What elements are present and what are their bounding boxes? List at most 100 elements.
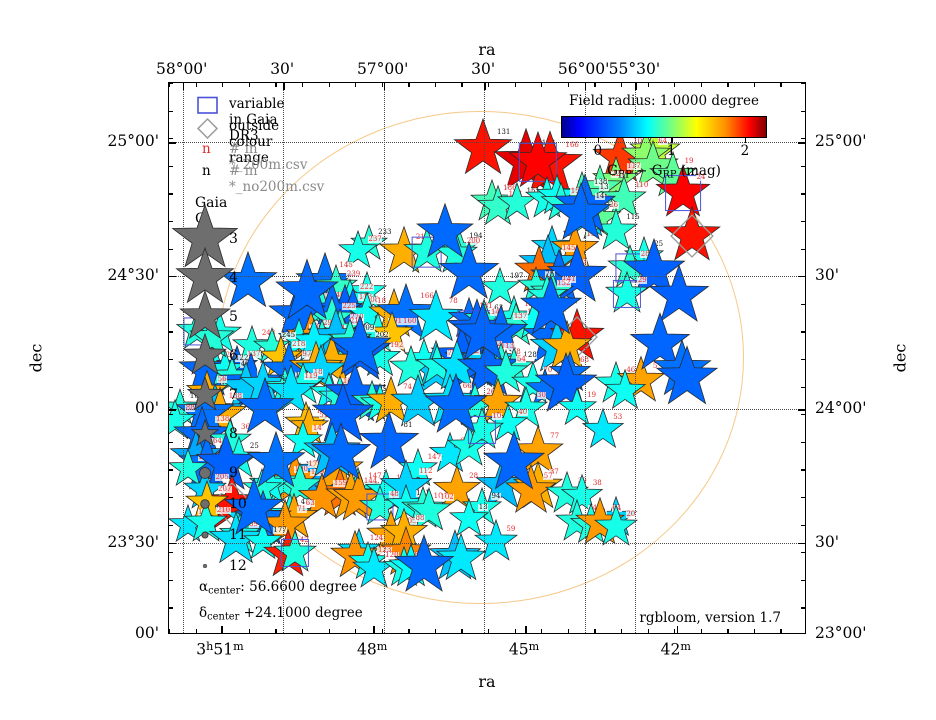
legend-outside-swatch <box>195 117 221 143</box>
axis-tick <box>169 414 173 416</box>
star-index-label: 53 <box>612 412 623 421</box>
star-index-label: 63 <box>305 499 316 508</box>
axis-tick <box>647 629 649 633</box>
axis-tick <box>461 629 463 633</box>
axis-tick <box>801 138 805 140</box>
axis-tick <box>169 386 173 388</box>
axis-tick <box>169 110 173 112</box>
axis-tick <box>801 110 805 112</box>
star-index-label: 66 <box>462 381 473 390</box>
axis-title-ra-top: ra <box>478 40 496 59</box>
plot-area: 1311881661068664191172272413811018618315… <box>168 82 806 634</box>
axis-tick <box>801 83 805 85</box>
star-index-label: 218 <box>291 340 306 349</box>
star-index-label: 25 <box>249 442 260 451</box>
gridline-vertical <box>283 83 285 633</box>
size-legend-title: Gaia G <box>195 195 228 227</box>
delta-symbol: δ <box>199 604 208 621</box>
colorbar-label-gbp: G <box>607 163 618 179</box>
axis-tick <box>301 83 304 87</box>
axis-tick <box>248 83 251 87</box>
star-index-label: 75 <box>446 348 457 357</box>
star-index-label: 42 <box>240 359 251 368</box>
legend-outside-label: outside colour range <box>229 118 280 166</box>
star-index-label: 152 <box>556 279 571 288</box>
gridline-horizontal <box>169 542 805 544</box>
axis-tick <box>801 414 805 416</box>
legend-variable-swatch <box>195 95 221 119</box>
star-index-label: 239 <box>346 269 361 278</box>
center-coordinates-annotation: αcenter: 56.6600 degree δcenter +24.1000… <box>199 575 363 626</box>
size-legend-marker-12 <box>198 559 212 573</box>
axis-tick <box>635 83 637 90</box>
axis-tick <box>801 386 805 388</box>
legend-variable-label: variable in Gaia DR3 <box>229 96 285 144</box>
size-legend-label-7: 7 <box>229 387 238 403</box>
gridline-vertical <box>635 83 637 633</box>
star-index-label: 28 <box>640 250 651 259</box>
axis-tick <box>328 83 330 87</box>
star-index-label: 56 <box>217 375 228 384</box>
star-index-label: 122 <box>543 304 559 313</box>
star-index-label: 13 <box>599 183 610 192</box>
star-index-label: 26 <box>485 388 496 397</box>
variable-marker-box <box>183 317 211 345</box>
star-index-label: 159 <box>333 479 348 488</box>
delta-value: +24.1000 degree <box>239 604 363 621</box>
axis-tick <box>753 83 756 87</box>
axis-tick <box>801 579 805 582</box>
axis-tick <box>169 142 176 144</box>
star-index-label: 231 <box>331 323 347 332</box>
star-index-label: 20 <box>625 509 636 518</box>
variable-marker-box <box>518 143 557 182</box>
axis-tick <box>801 303 805 306</box>
axis-tick <box>169 221 173 223</box>
colorbar-tick <box>671 138 673 143</box>
axis-tick <box>169 542 176 545</box>
axis-tick <box>461 83 463 87</box>
star-index-label: 70 <box>542 366 553 375</box>
axis-tick <box>798 409 805 411</box>
axis-tick <box>801 359 805 361</box>
star-index-label: 97 <box>301 350 312 359</box>
colorbar-label-unit: (mag) <box>676 163 721 179</box>
axis-tick <box>488 629 490 633</box>
star-index-label: 179 <box>307 460 323 469</box>
star-index-label: 42 <box>257 368 268 377</box>
axis-tick <box>169 629 171 633</box>
star-index-label: 210 <box>216 506 231 515</box>
axis-tick <box>647 83 649 87</box>
star-index-label: 145 <box>338 261 354 270</box>
axis-tick <box>328 629 330 633</box>
axis-tick <box>541 629 543 633</box>
axis-tick <box>169 83 171 87</box>
axis-tick <box>169 497 173 499</box>
star-index-label: 6 <box>433 342 440 351</box>
star-index-label: 57 <box>543 471 554 480</box>
axis-tick <box>182 83 185 90</box>
star-index-label: 121 <box>415 488 431 497</box>
axis-tick <box>801 193 805 195</box>
outside-colour-range-marker <box>670 214 714 259</box>
delta-sub: center <box>207 611 240 623</box>
star-index-label: 19 <box>684 157 695 166</box>
star-index-label: 248 <box>261 329 276 338</box>
axis-tick <box>700 83 702 87</box>
axis-tick <box>798 275 805 278</box>
star-index-label: 64 <box>611 504 622 513</box>
axis-tick <box>169 607 173 609</box>
gridline-horizontal <box>169 275 805 277</box>
star-index-label: 131 <box>496 127 511 136</box>
star-index-label: 237 <box>367 234 383 243</box>
star-index-label: 18 <box>197 508 208 517</box>
axis-tick <box>169 303 173 306</box>
star-index-label: 190 <box>294 465 309 474</box>
star-index-label: 202 <box>374 330 390 339</box>
star-index-label: 147 <box>427 453 442 461</box>
star-index-label: 200 <box>466 236 481 245</box>
star-index-label: 94 <box>491 491 501 500</box>
gridline-vertical <box>484 83 486 633</box>
star-index-label: 34 <box>587 504 598 513</box>
colorbar-label-rp-sub: RP <box>662 169 677 181</box>
